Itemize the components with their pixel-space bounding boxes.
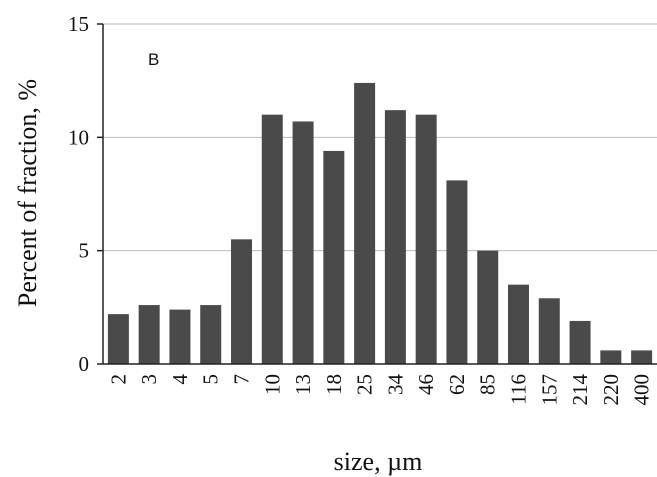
y-tick-label: 15 [68,12,89,36]
bar [292,121,314,364]
x-tick-label: 18 [322,374,346,395]
x-axis-title: size, µm [334,447,423,476]
x-tick-label: 116 [507,374,531,405]
bar [415,114,437,365]
bar [569,320,591,364]
x-tick-label: 214 [568,374,592,406]
bar [508,284,529,364]
y-tick-label: 10 [68,125,89,149]
x-tick-label: 85 [476,374,500,395]
x-tick-label: 34 [383,374,407,396]
bar [200,305,222,364]
x-tick-label: 25 [353,374,377,395]
x-tick-label: 13 [291,374,315,395]
x-tick-label: 10 [260,374,284,395]
bar [384,110,406,364]
x-tick-label: 46 [414,374,438,395]
bar [446,180,468,364]
x-tick-label: 7 [230,374,254,385]
x-tick-label: 3 [137,374,161,385]
bar [138,305,160,364]
panel-label: B [148,50,159,69]
x-tick-label: 4 [168,374,192,385]
bar [477,250,499,364]
bar [323,150,345,364]
y-axis-title: Percent of fraction, % [13,79,42,307]
bar [261,114,283,365]
y-tick-label: 0 [79,352,90,376]
axes [97,23,657,365]
x-tick-label: 400 [630,374,654,406]
x-tick-labels: 2 3 4 5 7 10 13 18 25 34 46 62 85 116 157 214 220 400 [106,374,653,406]
y-tick-label: 5 [79,239,90,263]
bars [107,82,653,365]
x-tick-label: 62 [445,374,469,395]
bar [169,309,191,364]
bar [354,82,376,364]
x-tick-label: 157 [537,374,561,406]
x-tick-label: 5 [199,374,223,385]
bar [538,298,560,364]
x-tick-label: 2 [106,374,130,385]
bar [107,314,129,364]
gridlines [103,23,657,252]
bar [231,239,252,364]
x-tick-label: 220 [599,374,623,406]
bar [631,350,653,364]
bar [600,350,622,364]
y-tick-labels: 0 5 10 15 [68,12,89,376]
